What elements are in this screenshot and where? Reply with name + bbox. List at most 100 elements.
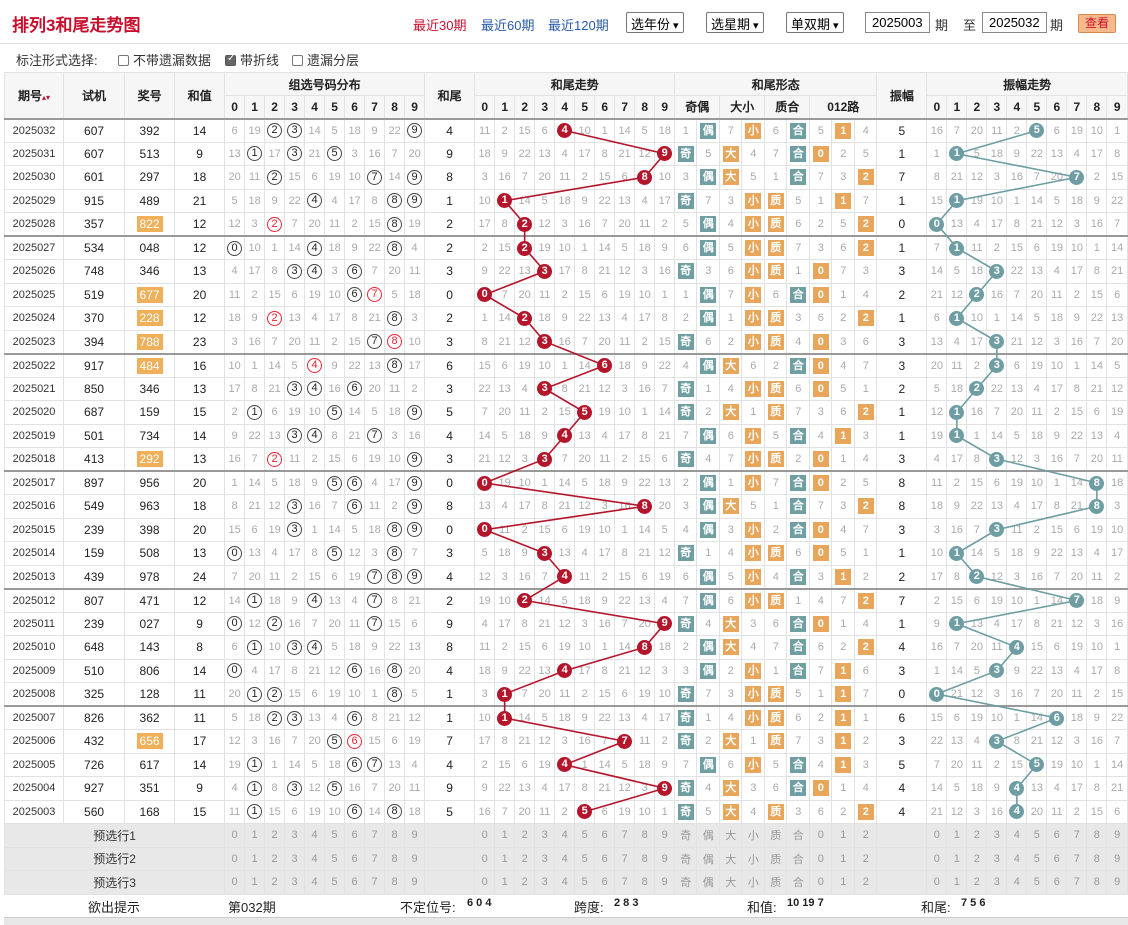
preselect-cell[interactable]: 2	[514, 823, 536, 848]
preselect-cell[interactable]: 小	[741, 846, 766, 871]
preselect-cell[interactable]: 0	[926, 823, 948, 848]
preselect-cell[interactable]: 1	[946, 870, 968, 895]
preselect-cell[interactable]: 9	[654, 870, 676, 895]
preselect-cell[interactable]: 3	[284, 846, 306, 871]
preselect-cell[interactable]: 1	[494, 823, 516, 848]
select-oddeven[interactable]: 单双期	[786, 12, 844, 33]
preselect-cell[interactable]: 9	[404, 870, 426, 895]
preselect-cell[interactable]: 4	[1006, 823, 1028, 848]
preselect-cell[interactable]: 3	[534, 846, 556, 871]
preselect-cell[interactable]: 8	[634, 823, 656, 848]
preselect-cell[interactable]: 8	[1086, 823, 1108, 848]
preselect-cell[interactable]: 1	[946, 846, 968, 871]
preselect-cell[interactable]: 4	[554, 823, 576, 848]
preselect-cell[interactable]: 5	[324, 870, 346, 895]
preselect-cell[interactable]: 9	[654, 846, 676, 871]
preselect-cell[interactable]: 6	[1046, 870, 1068, 895]
link-recent-30[interactable]: 最近30期	[413, 18, 467, 33]
preselect-cell[interactable]: 8	[634, 846, 656, 871]
preselect-cell[interactable]: 6	[344, 846, 366, 871]
link-recent-60[interactable]: 最近60期	[481, 18, 535, 33]
preselect-cell[interactable]: 0	[224, 870, 246, 895]
preselect-cell[interactable]: 6	[1046, 846, 1068, 871]
preselect-cell[interactable]: 2	[854, 846, 878, 871]
preselect-cell[interactable]: 0	[809, 870, 833, 895]
preselect-cell[interactable]: 3	[986, 846, 1008, 871]
preselect-cell[interactable]: 6	[344, 870, 366, 895]
preselect-cell[interactable]: 7	[614, 846, 636, 871]
preselect-cell[interactable]: 2	[264, 823, 286, 848]
preselect-cell[interactable]: 9	[1106, 870, 1128, 895]
preselect-cell[interactable]: 6	[594, 823, 616, 848]
preselect-cell[interactable]: 5	[324, 823, 346, 848]
option-omission-layer[interactable]: 遗漏分层	[292, 50, 359, 69]
preselect-cell[interactable]: 0	[926, 846, 948, 871]
preselect-cell[interactable]: 1	[244, 823, 266, 848]
preselect-cell[interactable]: 0	[474, 870, 496, 895]
preselect-cell[interactable]: 4	[304, 870, 326, 895]
preselect-cell[interactable]: 2	[264, 870, 286, 895]
preselect-cell[interactable]: 8	[1086, 846, 1108, 871]
select-year[interactable]: 选年份	[626, 12, 684, 33]
period-from-input[interactable]: 2025003	[865, 12, 930, 33]
preselect-cell[interactable]: 5	[324, 846, 346, 871]
preselect-cell[interactable]: 7	[1066, 870, 1088, 895]
preselect-cell[interactable]: 5	[574, 870, 596, 895]
preselect-cell[interactable]: 奇	[674, 870, 698, 895]
preselect-cell[interactable]: 4	[554, 870, 576, 895]
preselect-cell[interactable]: 2	[514, 846, 536, 871]
preselect-cell[interactable]: 3	[284, 823, 306, 848]
preselect-cell[interactable]: 9	[404, 823, 426, 848]
preselect-cell[interactable]: 大	[719, 846, 743, 871]
preselect-cell[interactable]: 0	[926, 870, 948, 895]
preselect-cell[interactable]: 质	[764, 823, 788, 848]
preselect-cell[interactable]: 5	[1026, 870, 1048, 895]
select-week[interactable]: 选星期	[706, 12, 764, 33]
preselect-cell[interactable]: 7	[614, 823, 636, 848]
preselect-cell[interactable]: 7	[364, 846, 386, 871]
preselect-cell[interactable]: 4	[304, 846, 326, 871]
preselect-cell[interactable]: 0	[224, 823, 246, 848]
preselect-cell[interactable]: 3	[284, 870, 306, 895]
preselect-cell[interactable]: 7	[1066, 846, 1088, 871]
preselect-cell[interactable]: 0	[474, 846, 496, 871]
checkbox-icon[interactable]	[118, 55, 129, 66]
preselect-cell[interactable]: 6	[344, 823, 366, 848]
preselect-cell[interactable]: 2	[854, 823, 878, 848]
preselect-cell[interactable]: 5	[1026, 823, 1048, 848]
preselect-row[interactable]: 预选行2 0 1 2 3 4 5 6 7 8 9 0 1 2 3 4 5 6 7 8 9 奇偶大小质合 0 1 2 0 1 2 3 4 5 6…	[3, 846, 1128, 871]
period-to-input[interactable]: 2025032	[982, 12, 1047, 33]
preselect-cell[interactable]: 7	[364, 870, 386, 895]
preselect-cell[interactable]: 合	[786, 823, 811, 848]
preselect-cell[interactable]: 偶	[696, 870, 721, 895]
preselect-cell[interactable]: 1	[831, 870, 856, 895]
preselect-cell[interactable]: 偶	[696, 846, 721, 871]
preselect-cell[interactable]: 合	[786, 846, 811, 871]
preselect-cell[interactable]: 1	[946, 823, 968, 848]
checkbox-checked-icon[interactable]	[225, 53, 236, 66]
preselect-cell[interactable]: 合	[786, 870, 811, 895]
preselect-cell[interactable]: 7	[1066, 823, 1088, 848]
preselect-cell[interactable]: 8	[384, 823, 406, 848]
preselect-cell[interactable]: 9	[1106, 846, 1128, 871]
preselect-cell[interactable]: 2	[966, 846, 988, 871]
option-no-omission[interactable]: 不带遗漏数据	[118, 50, 211, 69]
preselect-cell[interactable]: 4	[1006, 846, 1028, 871]
preselect-cell[interactable]: 大	[719, 870, 743, 895]
preselect-cell[interactable]: 质	[764, 846, 788, 871]
preselect-cell[interactable]: 9	[654, 823, 676, 848]
preselect-cell[interactable]: 大	[719, 823, 743, 848]
preselect-cell[interactable]: 3	[534, 823, 556, 848]
option-with-line[interactable]: 带折线	[225, 50, 279, 69]
preselect-cell[interactable]: 0	[474, 823, 496, 848]
header-issue[interactable]: 期号▴▾	[3, 72, 65, 119]
preselect-cell[interactable]: 1	[831, 823, 856, 848]
preselect-cell[interactable]: 6	[594, 870, 616, 895]
query-button[interactable]: 查看	[1078, 14, 1116, 33]
preselect-cell[interactable]: 4	[554, 846, 576, 871]
preselect-cell[interactable]: 8	[634, 870, 656, 895]
preselect-cell[interactable]: 奇	[674, 823, 698, 848]
preselect-cell[interactable]: 3	[986, 823, 1008, 848]
preselect-cell[interactable]: 9	[1106, 823, 1128, 848]
preselect-cell[interactable]: 2	[514, 870, 536, 895]
